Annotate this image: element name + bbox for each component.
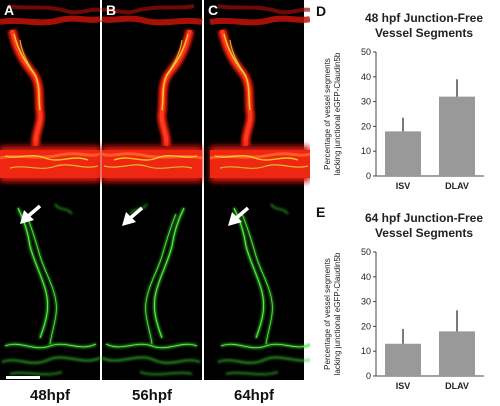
micrograph-panel-b	[102, 0, 202, 380]
timepoint-label-a: 48hpf	[30, 387, 71, 404]
y-tick-label: 50	[361, 247, 371, 257]
y-axis-label-line1: Percentage of vessel segments	[323, 58, 332, 170]
y-tick-label: 20	[361, 121, 371, 131]
bar-isv	[385, 131, 421, 176]
chart-title-line1: 48 hpf Junction-Free	[365, 11, 483, 25]
y-axis-label-line2: lacking junctional eGFP-Claudin5b	[333, 52, 342, 175]
y-tick-label: 20	[361, 321, 371, 331]
y-tick-label: 30	[361, 297, 371, 307]
panel-label-c: C	[208, 2, 218, 18]
y-axis-label-line1: Percentage of vessel segments	[323, 258, 332, 370]
x-tick-label: DLAV	[445, 381, 469, 391]
bar-isv	[385, 343, 421, 376]
y-axis-label-line2: lacking junctional eGFP-Claudin5b	[333, 252, 342, 375]
plot-area: 0 10 20 30 40 50 ISV DLAV	[361, 47, 484, 191]
micrograph-panel-a	[0, 0, 100, 380]
chart-title-line2: Vessel Segments	[375, 26, 473, 40]
micrograph-panel-c	[204, 0, 310, 380]
chart-e: E 64 hpf Junction-Free Vessel Segments P…	[316, 204, 484, 391]
x-tick-label: ISV	[396, 181, 411, 191]
y-tick-label: 30	[361, 97, 371, 107]
chart-title-line1: 64 hpf Junction-Free	[365, 211, 483, 225]
x-tick-label: ISV	[396, 381, 411, 391]
chart-d: D 48 hpf Junction-Free Vessel Segments P…	[316, 3, 484, 191]
panel-label-d: D	[316, 3, 326, 19]
panel-label-b: B	[106, 2, 116, 18]
timepoint-label-b: 56hpf	[132, 387, 173, 404]
panel-label-a: A	[4, 2, 14, 18]
y-tick-label: 40	[361, 272, 371, 282]
chart-title-line2: Vessel Segments	[375, 226, 473, 240]
arrow-icon	[122, 206, 144, 226]
micrograph-figure: A B C 48hpf 56hpf 64hpf	[0, 0, 310, 404]
panel-label-e: E	[316, 204, 325, 220]
timepoint-label-c: 64hpf	[234, 387, 275, 404]
y-tick-label: 40	[361, 72, 371, 82]
arrow-icon	[228, 206, 250, 226]
scale-bar	[6, 376, 40, 379]
y-tick-label: 10	[361, 146, 371, 156]
y-tick-label: 0	[366, 171, 371, 181]
y-tick-label: 50	[361, 47, 371, 57]
bar-dlav	[439, 96, 475, 176]
y-tick-label: 0	[366, 371, 371, 381]
x-tick-label: DLAV	[445, 181, 469, 191]
y-tick-label: 10	[361, 346, 371, 356]
arrow-icon	[20, 204, 42, 224]
bar-dlav	[439, 331, 475, 376]
plot-area: 0 10 20 30 40 50 ISV DLAV	[361, 247, 484, 391]
